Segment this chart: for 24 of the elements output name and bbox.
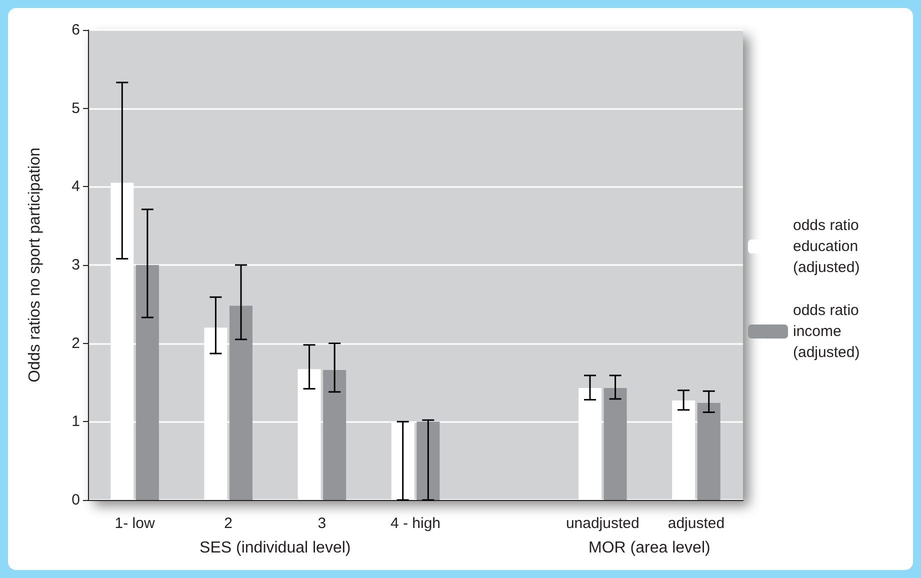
- x-tick-label: 3: [318, 515, 326, 532]
- text: odds ratio education (adjusted): [793, 217, 864, 276]
- y-tick-label: 4: [72, 178, 80, 196]
- bar: [604, 388, 627, 500]
- y-tick-label: 2: [72, 334, 80, 352]
- x-tick-label: 4 - high: [390, 515, 441, 532]
- y-tick-label: 6: [72, 22, 80, 38]
- bar: [136, 265, 159, 500]
- x-tick-label: 2: [224, 515, 233, 532]
- legend-label: odds ratio income (adjusted): [793, 302, 864, 361]
- y-axis-title: Odds ratios no sport participation: [26, 148, 44, 382]
- text: MOR (area level): [588, 540, 710, 556]
- x-tick-label: unadjusted: [566, 515, 640, 532]
- bar: [323, 370, 346, 500]
- y-tick-label: 3: [72, 256, 80, 274]
- x-tick-label: adjusted: [668, 515, 725, 532]
- bar: [697, 402, 720, 500]
- y-tick-label: 1: [72, 413, 80, 430]
- bar: [230, 306, 253, 500]
- bar: [416, 422, 440, 500]
- y-tick-label: 0: [72, 492, 80, 508]
- text: SES (individual level): [200, 540, 351, 556]
- y-tick-label: 5: [72, 100, 80, 117]
- x-tick-label: 1- low: [114, 515, 155, 532]
